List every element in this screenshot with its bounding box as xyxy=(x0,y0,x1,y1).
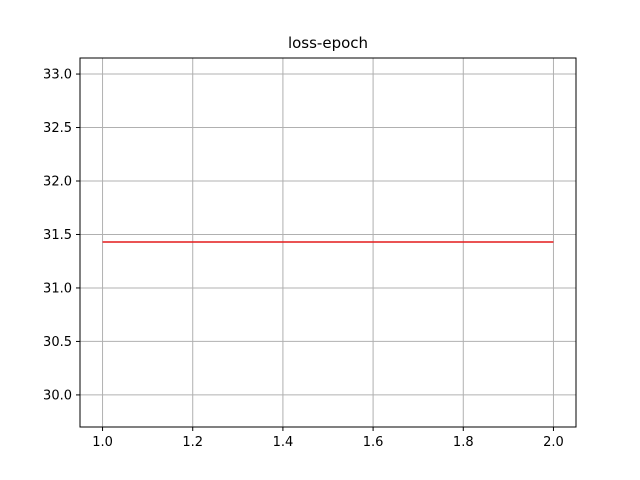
chart-title: loss-epoch xyxy=(288,34,368,52)
x-tick-label: 2.0 xyxy=(543,435,564,450)
x-axis: 1.0 1.2 1.4 1.6 1.8 2.0 xyxy=(92,427,564,450)
y-tick-label: 33.0 xyxy=(43,68,72,83)
y-tick-label: 32.5 xyxy=(43,121,72,136)
y-tick-label: 30.0 xyxy=(43,388,72,403)
x-tick-label: 1.6 xyxy=(363,435,384,450)
y-tick-label: 30.5 xyxy=(43,335,72,350)
plot-frame xyxy=(79,57,577,428)
y-tick-label: 31.5 xyxy=(43,228,72,243)
x-tick-label: 1.0 xyxy=(92,435,113,450)
x-tick-label: 1.2 xyxy=(182,435,203,450)
y-tick-label: 31.0 xyxy=(43,281,72,296)
y-axis: 30.0 30.5 31.0 31.5 32.0 32.5 33.0 xyxy=(43,68,80,403)
x-tick-label: 1.4 xyxy=(273,435,294,450)
y-tick-label: 32.0 xyxy=(43,175,72,190)
x-tick-label: 1.8 xyxy=(453,435,474,450)
